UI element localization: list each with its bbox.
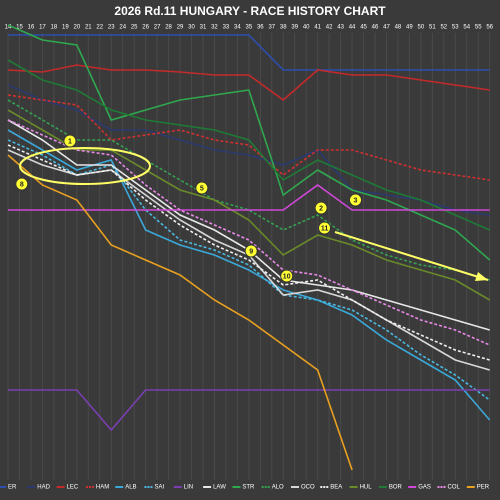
legend-label: ALO <box>272 485 284 491</box>
x-tick-label: 46 <box>372 25 379 31</box>
legend-label: STR <box>242 485 255 491</box>
highlight-ellipse <box>19 147 151 185</box>
x-tick-label: 32 <box>211 25 218 31</box>
legend-label: PER <box>477 485 490 491</box>
legend-label: SAI <box>155 485 165 491</box>
x-tick-label: 17 <box>39 25 46 31</box>
annotation-label: 5 <box>200 185 204 192</box>
annotation-badge <box>314 201 328 215</box>
legend-label: LAW <box>213 485 226 491</box>
x-tick-label: 20 <box>73 25 80 31</box>
legend-label: GAS <box>418 485 431 491</box>
series-line <box>7 94 490 181</box>
x-tick-label: 27 <box>154 25 161 31</box>
x-tick-label: 55 <box>475 25 482 31</box>
annotation-label: 3 <box>354 197 358 204</box>
annotation-label: 1 <box>68 138 72 145</box>
legend-label: OCO <box>301 485 315 491</box>
x-tick-label: 39 <box>291 25 298 31</box>
x-tick-label: 44 <box>349 25 356 31</box>
x-tick-label: 49 <box>406 25 413 31</box>
x-tick-label: 14 <box>5 25 12 31</box>
series-line <box>8 389 490 432</box>
arrow-head <box>475 272 488 281</box>
legend-label: ER <box>8 485 17 491</box>
x-tick-label: 22 <box>96 25 103 31</box>
series-line <box>7 144 490 361</box>
annotation-badge <box>318 221 332 235</box>
x-tick-label: 29 <box>177 25 184 31</box>
x-tick-label: 40 <box>303 25 310 31</box>
legend-label: LIN <box>184 485 193 491</box>
legend-label: HAM <box>96 485 109 491</box>
legend-label: HAD <box>37 485 50 491</box>
x-tick-label: 21 <box>85 25 92 31</box>
x-tick-label: 47 <box>383 25 390 31</box>
legend-label: HUL <box>360 485 373 491</box>
trend-arrow <box>334 231 489 281</box>
series-line <box>7 99 490 281</box>
x-tick-label: 36 <box>257 25 264 31</box>
series-line <box>8 34 490 71</box>
legend-label: BOR <box>389 485 403 491</box>
x-tick-label: 50 <box>418 25 425 31</box>
x-tick-label: 51 <box>429 25 436 31</box>
annotation-label: 11 <box>321 225 329 232</box>
annotation-badge <box>15 177 29 191</box>
x-tick-label: 28 <box>165 25 172 31</box>
x-tick-label: 15 <box>16 25 23 31</box>
annotation-badge <box>195 181 209 195</box>
x-tick-label: 30 <box>188 25 195 31</box>
x-tick-label: 54 <box>463 25 470 31</box>
annotation-badge <box>63 134 77 148</box>
annotation-label: 2 <box>319 205 323 212</box>
x-tick-label: 38 <box>280 25 287 31</box>
x-tick-label: 34 <box>234 25 241 31</box>
series-line <box>7 59 490 231</box>
annotation-badge <box>349 193 363 207</box>
legend-label: BEA <box>330 485 342 491</box>
x-tick-label: 53 <box>452 25 459 31</box>
series-line <box>7 119 490 346</box>
annotation-badge <box>280 269 294 283</box>
x-tick-label: 24 <box>119 25 126 31</box>
series-line <box>7 64 490 102</box>
x-tick-label: 19 <box>62 25 69 31</box>
series-line <box>7 154 353 471</box>
x-tick-label: 43 <box>337 25 344 31</box>
series-line <box>7 129 491 421</box>
x-tick-label: 42 <box>326 25 333 31</box>
legend-label: LEC <box>67 485 79 491</box>
legend-label: COL <box>448 485 461 491</box>
annotation-label: 8 <box>20 181 24 188</box>
x-tick-label: 26 <box>142 25 149 31</box>
x-tick-label: 18 <box>51 25 58 31</box>
x-tick-label: 16 <box>28 25 35 31</box>
legend-label: ALB <box>125 485 136 491</box>
series-line <box>8 184 490 211</box>
annotation-label: 9 <box>249 248 253 255</box>
x-tick-label: 33 <box>223 25 230 31</box>
x-tick-label: 31 <box>200 25 207 31</box>
x-tick-label: 52 <box>440 25 447 31</box>
x-tick-label: 48 <box>395 25 402 31</box>
x-tick-label: 37 <box>268 25 275 31</box>
x-tick-label: 56 <box>486 25 493 31</box>
x-tick-label: 23 <box>108 25 115 31</box>
x-tick-label: 45 <box>360 25 367 31</box>
series-line <box>7 109 491 301</box>
annotation-badge <box>244 244 258 258</box>
x-tick-label: 35 <box>246 25 253 31</box>
x-tick-label: 41 <box>314 25 321 31</box>
x-tick-label: 25 <box>131 25 138 31</box>
chart-title: 2026 Rd.11 HUNGARY - RACE HISTORY CHART <box>114 4 386 18</box>
annotation-label: 10 <box>283 273 291 280</box>
